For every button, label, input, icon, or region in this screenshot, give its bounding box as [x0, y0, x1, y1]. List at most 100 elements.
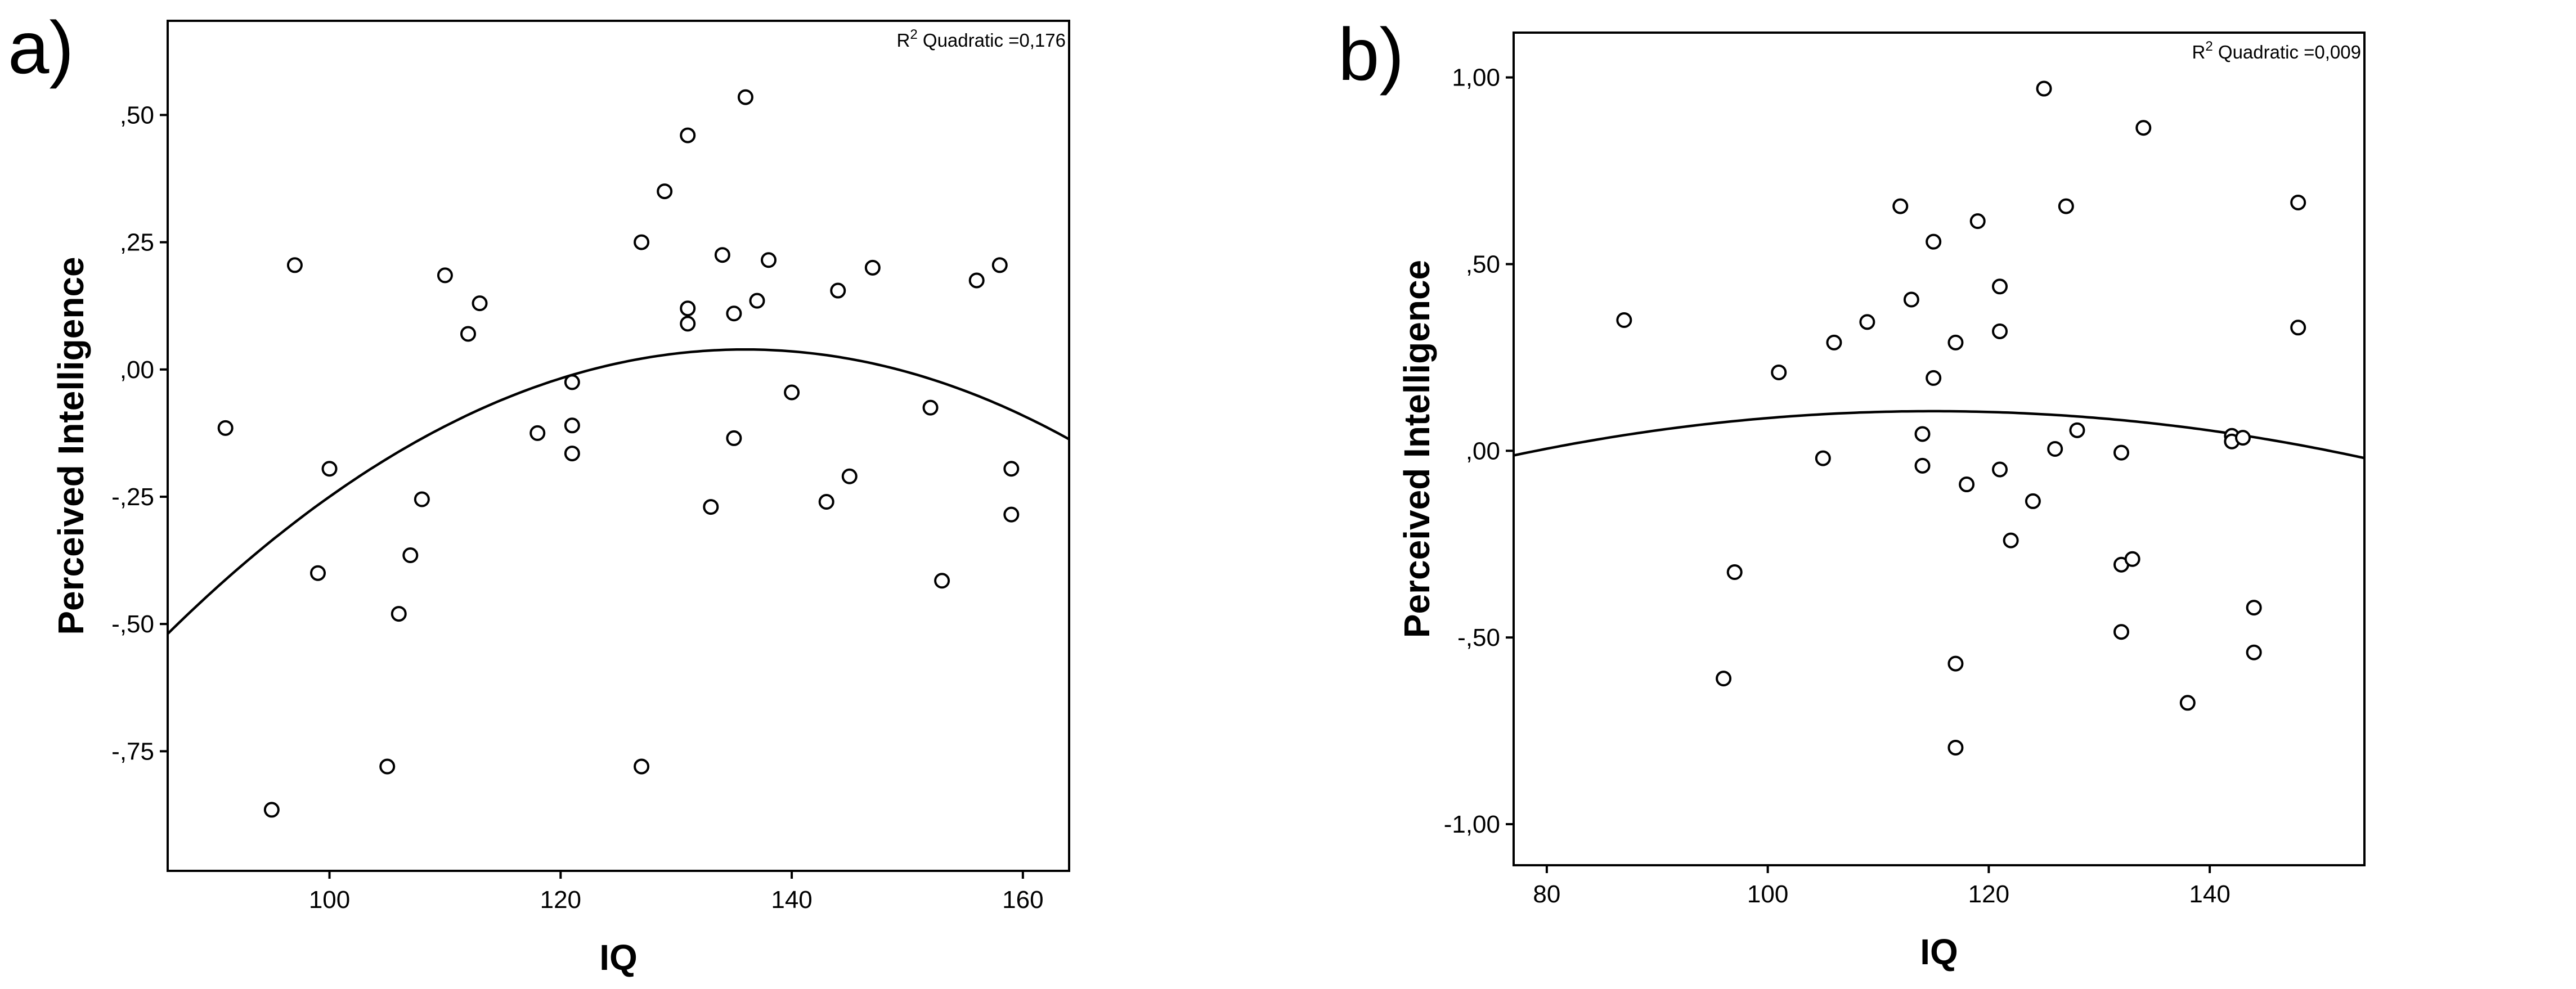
panel-a-data-point	[1003, 461, 1020, 477]
panel-b-data-point	[1892, 198, 1909, 214]
panel-b-data-point	[2069, 422, 2085, 438]
panel-b-y-axis-title: Perceived Intelligence	[1397, 260, 1437, 638]
panel-b-data-point	[1947, 739, 1964, 756]
panel-b-r2-label: R2 Quadratic =0,009	[2192, 39, 2361, 62]
panel-a-x-tick-label: 140	[771, 886, 812, 914]
panel-a-data-point	[991, 257, 1008, 273]
panel-a-plot-frame	[167, 20, 1070, 872]
panel-a-data-point	[726, 430, 742, 446]
panel-a-data-point	[703, 499, 719, 515]
panel-a-data-point	[437, 267, 453, 284]
panel-a-data-point	[749, 293, 765, 309]
panel-b-data-point	[1726, 564, 1743, 581]
panel-b-data-point	[1826, 334, 1842, 350]
panel-b-x-tick-label: 80	[1533, 880, 1560, 908]
panel-a-data-point	[263, 802, 280, 818]
panel-b-data-point	[1616, 312, 1632, 329]
panel-b-data-point	[1959, 476, 1975, 493]
panel-b-data-point	[2235, 430, 2251, 446]
panel-b-data-point	[2025, 493, 2041, 509]
panel-a-data-point	[726, 305, 742, 322]
panel-b-data-point	[1716, 671, 1732, 687]
panel-b: b) -1,00 -,50 ,00 ,50 1,00 80 100 120 140 IQ Percei…	[1338, 13, 2366, 972]
panel-a-y-axis-title: Perceived Intelligence	[51, 257, 91, 635]
panel-b-plot-frame	[1513, 32, 2366, 866]
panel-a-y-tick-label: -,25	[111, 483, 154, 511]
panel-a-r2-value: Quadratic =0,176	[918, 30, 1066, 51]
panel-a-data-point	[934, 573, 950, 589]
panel-b-data-point	[1914, 457, 1931, 474]
panel-a-y-tick-label: ,00	[120, 356, 154, 384]
panel-b-x-tick-label: 100	[1747, 880, 1788, 908]
panel-b-y-tick-label: 1,00	[1452, 64, 1500, 92]
panel-a-data-point	[217, 420, 234, 436]
panel-a-data-point	[784, 384, 800, 401]
panel-b-fit-line	[1514, 410, 2364, 460]
panel-a-fit-line	[168, 348, 1069, 635]
panel-b-data-point	[2290, 194, 2306, 210]
panel-b-data-point	[1859, 314, 1875, 330]
panel-b-data-point	[2179, 695, 2196, 711]
panel-b-data-point	[1969, 213, 1986, 230]
panel-b-data-point	[2113, 624, 2129, 640]
panel-a-x-tick-label: 120	[540, 886, 581, 914]
panel-b-data-point	[2124, 551, 2140, 567]
panel-a-r2-label: R2 Quadratic =0,176	[897, 27, 1066, 51]
panel-a-data-point	[310, 565, 326, 581]
panel-b-data-point	[2058, 198, 2074, 214]
panel-a-data-point	[864, 259, 881, 276]
panel-a-y-tick-label: ,50	[120, 101, 154, 129]
panel-b-x-tick-label: 120	[1968, 880, 2009, 908]
panel-b-data-point	[1926, 233, 1942, 250]
panel-b-data-point	[1926, 370, 1942, 386]
panel-a-data-point	[414, 491, 430, 507]
panel-b-data-point	[1992, 323, 2008, 339]
panel-b-y-tick-label: -1,00	[1444, 811, 1500, 838]
panel-a-x-tick-label: 160	[1002, 886, 1043, 914]
panel-b-data-point	[2047, 441, 2063, 457]
panel-a-data-point	[564, 374, 580, 390]
panel-b-data-point	[2290, 320, 2306, 336]
panel-a-y-tick-label: -,50	[111, 610, 154, 638]
panel-b-x-tick-label: 140	[2189, 880, 2230, 908]
panel-b-data-point	[1815, 450, 1831, 466]
panel-b-data-point	[2113, 444, 2129, 461]
panel-a-r2-superscript: 2	[910, 27, 917, 42]
panel-a-data-point	[321, 461, 338, 477]
panel-b-r2-superscript: 2	[2205, 39, 2213, 54]
panel-a-data-point	[680, 127, 696, 143]
panel-b-data-point	[2135, 120, 2152, 136]
panel-a-data-point	[841, 468, 858, 484]
panel-b-data-point	[1947, 334, 1964, 350]
panel-a-data-point	[529, 425, 546, 441]
panel-b-data-point	[2036, 80, 2052, 97]
panel-a-data-point	[379, 758, 396, 775]
panel-a-data-point	[460, 326, 476, 342]
panel-b-label: b)	[1338, 13, 1404, 96]
panel-a-data-point	[737, 89, 753, 105]
panel-a-x-tick-label: 100	[309, 886, 350, 914]
panel-b-data-point	[1947, 655, 1964, 672]
panel-b-data-point	[2246, 644, 2262, 660]
panel-b-y-tick-label: ,50	[1466, 250, 1500, 278]
panel-b-data-point	[1992, 461, 2008, 478]
panel-b-data-point	[1771, 364, 1787, 380]
panel-a-data-point	[634, 234, 650, 250]
panel-a-data-point	[680, 300, 696, 317]
panel-b-data-point	[1992, 278, 2008, 295]
panel-a-label: a)	[8, 6, 74, 89]
panel-a-data-point	[714, 247, 730, 263]
panel-b-data-point	[2246, 600, 2262, 616]
panel-a-data-point	[830, 282, 846, 299]
panel-a-data-point	[402, 547, 419, 564]
panel-b-r2-value: Quadratic =0,009	[2213, 42, 2361, 62]
panel-a-data-point	[564, 417, 580, 434]
panel-b-data-point	[2003, 532, 2019, 549]
panel-a-x-axis-title: IQ	[599, 937, 638, 978]
panel-a-data-point	[1003, 506, 1020, 523]
panel-b-data-point	[1903, 291, 1919, 308]
panel-a-data-point	[968, 272, 985, 289]
panel-a-data-point	[472, 295, 488, 312]
panel-a: a) -,75 -,50 -,25 ,00 ,25 ,50 100 120 140 160 IQ Per…	[8, 6, 1070, 978]
